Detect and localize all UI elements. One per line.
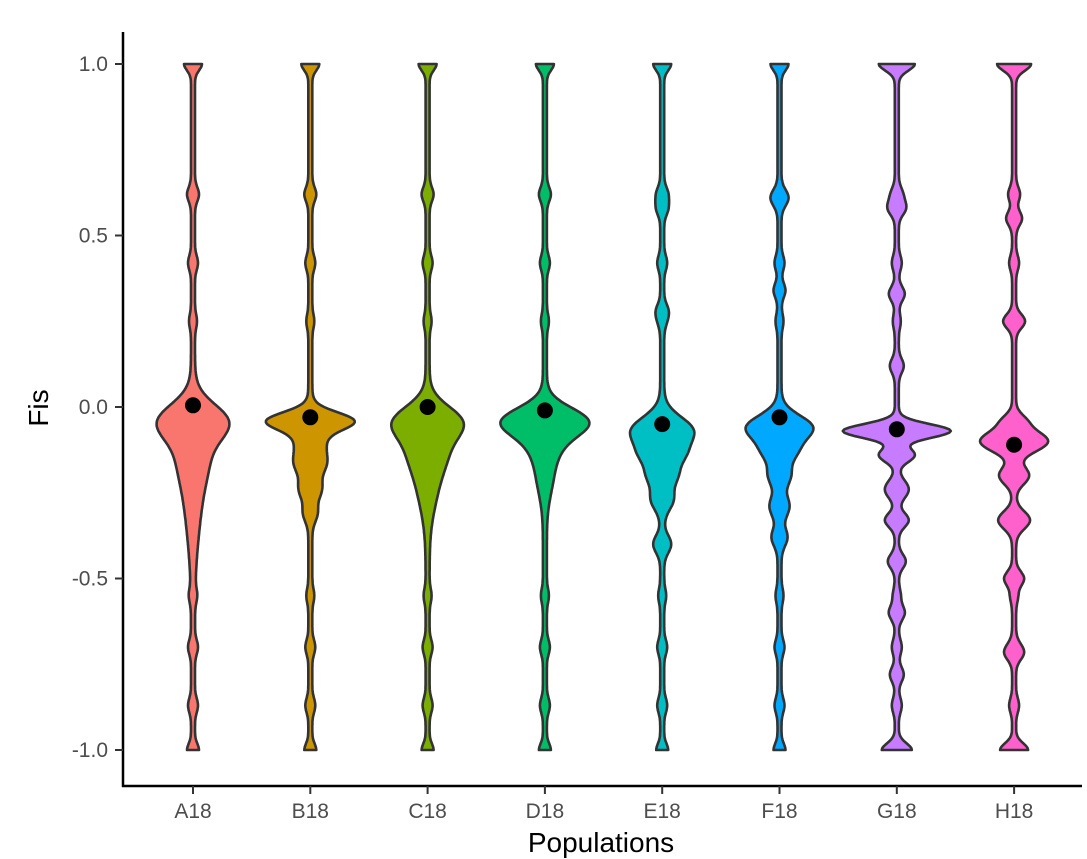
x-tick-label-b18: B18 [292,800,329,823]
mean-point-e18 [654,416,671,433]
y-tick-label: 1.0 [79,53,108,76]
x-tick-label-f18: F18 [761,800,797,823]
y-tick-label: -1.0 [72,739,108,762]
mean-point-g18 [888,421,905,438]
violin-e18 [628,62,696,752]
violin-g18 [841,62,953,752]
violin-group [155,62,1050,752]
violin-b18 [264,62,356,752]
x-tick-label-c18: C18 [408,800,447,823]
y-axis-title: Fis [23,389,54,426]
x-tick-label-g18: G18 [877,800,917,823]
mean-markers [185,397,1023,453]
mean-point-d18 [536,402,553,419]
mean-point-c18 [419,399,436,415]
mean-point-a18 [185,397,201,414]
x-tick-label-a18: A18 [174,800,211,823]
violin-h18 [978,62,1050,752]
x-tick-label-e18: E18 [644,800,681,823]
y-tick-label: -0.5 [72,568,108,591]
mean-point-f18 [771,409,788,426]
x-axis-title: Populations [528,827,674,858]
mean-point-h18 [1006,436,1023,453]
y-tick-label: 0.5 [79,225,108,248]
y-tick-label: 0.0 [79,396,108,419]
x-axis-ticks: A18 B18 C18 D18 E18 F18 G18 H18 [174,786,1033,823]
violin-f18 [744,62,815,752]
y-axis-ticks: -1.0 -0.5 0.0 0.5 1.0 [72,53,123,762]
x-tick-label-h18: H18 [995,800,1034,823]
mean-point-b18 [302,409,319,426]
x-tick-label-d18: D18 [526,800,565,823]
